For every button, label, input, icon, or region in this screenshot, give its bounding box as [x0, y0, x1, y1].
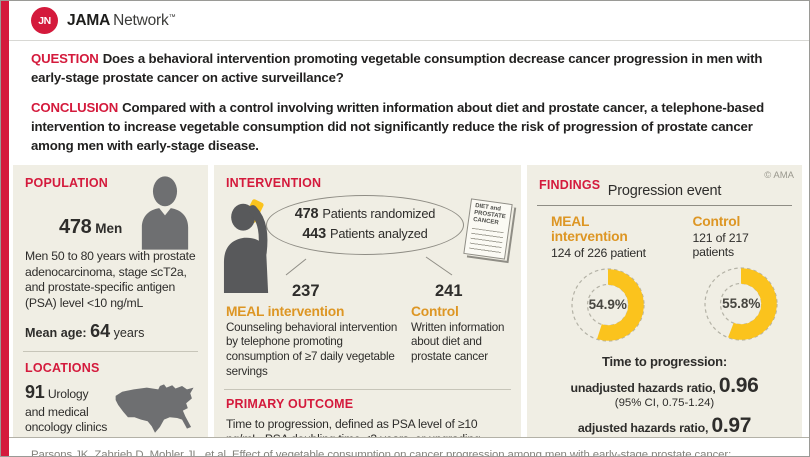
findings-label: FINDINGS — [539, 177, 601, 192]
header: JN JAMA Network™ — [1, 1, 809, 41]
findings-rule — [537, 204, 792, 206]
question-block: QUESTION Does a behavioral intervention p… — [1, 41, 809, 87]
arm-control-name: Control — [411, 303, 459, 319]
locations-content: 91 Urology and medical oncology clinics … — [25, 381, 196, 437]
population-description: Men 50 to 80 years with prostate adenoca… — [25, 248, 196, 311]
left-accent-bar — [1, 1, 9, 456]
arm-control-description: Written information about diet and prost… — [411, 320, 505, 364]
arm-meal-name: MEAL intervention — [226, 303, 345, 319]
findings-groups: MEAL intervention 124 of 226 patient 54.… — [539, 214, 790, 343]
mean-age-label: Mean age: — [25, 326, 87, 341]
question-text: Does a behavioral intervention promoting… — [31, 51, 763, 85]
primary-outcome-text: Time to progression, defined as PSA leve… — [226, 416, 481, 437]
unadjusted-hr-value: 0.96 — [718, 373, 759, 397]
document-icon: DIET and PROSTATE CANCER — [463, 198, 513, 260]
us-map-icon — [114, 383, 196, 435]
arm-meal-description: Counseling behavioral intervention by te… — [226, 320, 398, 378]
findings-title: Progression event — [607, 182, 722, 199]
mean-age: Mean age: 64 years — [25, 321, 196, 342]
conclusion-block: CONCLUSION Compared with a control involv… — [1, 87, 809, 155]
citation-line1: Parsons JK, Zahrieh D, Mohler JL, et al.… — [31, 448, 732, 457]
intervention-label: INTERVENTION — [226, 175, 322, 190]
arm-control-n: 241 — [435, 281, 463, 300]
arm-control: 241 Control Written information about di… — [411, 282, 509, 380]
randomization-ellipse: 478 Patients randomized 443 Patients analy… — [266, 194, 464, 255]
population-count-value: 478 — [59, 215, 92, 238]
findings-header: FINDINGS Progression event — [537, 176, 792, 206]
mean-age-unit: years — [113, 326, 145, 341]
locations-label: LOCATIONS — [25, 361, 100, 376]
panels-row: POPULATION 478 Men Men 50 to 80 years wi… — [13, 164, 809, 437]
question-label: QUESTION — [31, 51, 99, 66]
jama-logo-icon: JN — [31, 7, 58, 34]
analyzed-label: Patients analyzed — [329, 225, 428, 241]
locations-count: 91 — [25, 382, 45, 403]
locations-description: 91 Urology and medical oncology clinics … — [25, 381, 196, 437]
unadjusted-hr-ci: (95% CI, 0.75-1.24) — [614, 396, 715, 409]
randomized-count: 478 — [294, 206, 319, 223]
arm-meal-n: 237 — [292, 281, 320, 300]
group-meal-name: MEAL intervention — [551, 213, 628, 244]
document-icon-text: DIET and PROSTATE CANCER — [472, 202, 506, 227]
population-label: POPULATION — [25, 175, 109, 190]
group-meal-count: 124 of 226 patient — [551, 245, 646, 260]
donut-chart-control: 55.8% — [703, 266, 779, 342]
donut-chart-meal: 54.9% — [570, 267, 646, 343]
randomized-row: 478 Patients randomized — [294, 205, 436, 225]
locations-text: Urology and medical oncology clinics in … — [25, 387, 108, 437]
citation-footer: Parsons JK, Zahrieh D, Mohler JL, et al.… — [1, 436, 809, 457]
analyzed-count: 443 — [302, 225, 326, 242]
conclusion-label: CONCLUSION — [31, 100, 119, 116]
group-meal: MEAL intervention 124 of 226 patient 54.… — [539, 214, 665, 343]
population-panel: POPULATION 478 Men Men 50 to 80 years wi… — [13, 164, 208, 437]
population-count: 478 Men — [59, 216, 196, 239]
brand-network: Network — [113, 11, 169, 29]
analyzed-row: 443 Patients analyzed — [302, 225, 427, 245]
brand-jama: JAMA — [67, 11, 111, 29]
adjusted-hr-value: 0.97 — [711, 413, 752, 437]
panel-divider — [23, 351, 198, 353]
group-control: Control 121 of 217 patients 55.8% — [665, 214, 791, 343]
trial-arms: 237 MEAL intervention Counseling behavio… — [226, 282, 509, 380]
ttp-title: Time to progression: — [601, 353, 728, 369]
trademark-symbol: ™ — [168, 13, 176, 21]
randomized-label: Patients randomized — [322, 206, 436, 222]
brand-wordmark: JAMA Network™ — [67, 11, 176, 30]
intervention-panel: INTERVENTION 478 Patients randomized 443 P… — [214, 164, 521, 437]
randomization-figure: 478 Patients randomized 443 Patients analy… — [226, 192, 509, 256]
mean-age-value: 64 — [90, 321, 111, 342]
findings-panel: © AMA FINDINGS Progression event MEAL in… — [527, 164, 802, 437]
conclusion-text: Compared with a control involving writte… — [31, 100, 764, 153]
panel-divider — [224, 388, 511, 390]
primary-outcome-label: PRIMARY OUTCOME — [226, 396, 354, 411]
adjusted-hr-label: adjusted hazards ratio, — [577, 420, 709, 435]
donut-meal-percent: 54.9% — [588, 297, 627, 313]
group-control-name: Control — [692, 213, 741, 229]
document-lines — [468, 227, 504, 256]
population-count-unit: Men — [95, 220, 123, 236]
arm-meal: 237 MEAL intervention Counseling behavio… — [226, 282, 406, 380]
copyright-notice: © AMA — [764, 169, 794, 181]
time-to-progression: Time to progression: unadjusted hazards … — [539, 354, 790, 437]
unadjusted-hr-label: unadjusted hazards ratio, — [570, 380, 716, 395]
person-icon — [138, 176, 192, 250]
adjusted-hr-row: adjusted hazards ratio, 0.97 — [539, 414, 790, 437]
phone-person-icon — [218, 197, 276, 293]
donut-control-percent: 55.8% — [722, 296, 761, 312]
group-control-count: 121 of 217 patients — [692, 230, 749, 259]
unadjusted-hr-row: unadjusted hazards ratio, 0.96 — [539, 374, 790, 398]
